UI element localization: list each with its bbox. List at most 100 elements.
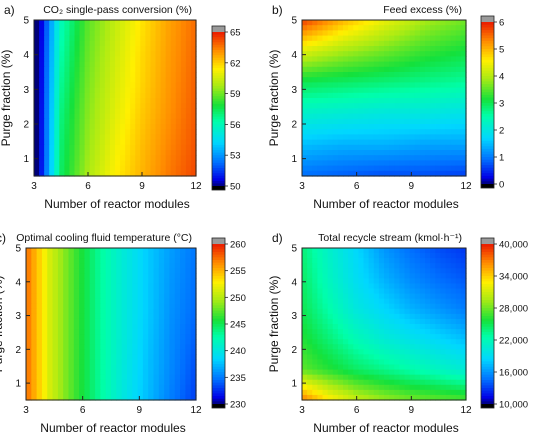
heatmap-cell (120, 40, 126, 47)
heatmap-cell (337, 298, 344, 305)
heatmap-cell (126, 344, 133, 350)
heatmap-cell (430, 324, 436, 330)
heatmap-cell (155, 35, 162, 42)
heatmap-cell (322, 384, 329, 391)
heatmap-cell (73, 389, 80, 396)
heatmap-cell (84, 253, 91, 259)
heatmap-cell (435, 98, 441, 104)
heatmap-cell (164, 364, 171, 371)
heatmap-cell (79, 118, 86, 125)
heatmap-cell (363, 30, 370, 37)
heatmap-cell (142, 318, 149, 325)
heatmap-cell (378, 20, 385, 26)
heatmap-cell (322, 30, 329, 37)
heatmap-cell (450, 263, 457, 269)
heatmap-cell (89, 379, 96, 386)
heatmap-cell (132, 258, 139, 264)
heatmap-cell (348, 113, 354, 120)
heatmap-cell (68, 359, 75, 366)
heatmap-cell (450, 349, 457, 355)
heatmap-cell (445, 394, 452, 401)
heatmap-cell (337, 253, 344, 259)
heatmap-cell (450, 359, 457, 366)
heatmap-cell (312, 268, 318, 274)
colorbar-segment (212, 334, 225, 338)
heatmap-cell (363, 25, 370, 31)
heatmap-cell (84, 303, 91, 310)
heatmap-cell (160, 30, 167, 37)
heatmap-cell (41, 273, 48, 279)
heatmap-cell (358, 30, 365, 37)
heatmap-cell (430, 129, 436, 135)
heatmap-cell (69, 155, 76, 161)
heatmap-cell (121, 263, 128, 269)
heatmap-cell (419, 394, 426, 401)
heatmap-cell (109, 108, 116, 115)
heatmap-cell (190, 263, 197, 269)
heatmap-cell (89, 66, 96, 73)
heatmap-cell (404, 66, 411, 73)
heatmap-cell (343, 113, 349, 120)
heatmap-cell (104, 87, 111, 94)
heatmap-cell (47, 288, 54, 295)
heatmap-cell (69, 30, 76, 37)
heatmap-cell (137, 248, 144, 254)
colorbar-segment (481, 273, 494, 277)
colorbar-segment (212, 257, 225, 261)
heatmap-cell (455, 25, 462, 31)
heatmap-cell (190, 160, 197, 167)
heatmap-cell (327, 77, 334, 83)
colorbar-segment (212, 93, 225, 97)
heatmap-cell (404, 134, 411, 141)
heatmap-cell (414, 134, 421, 141)
heatmap-cell (115, 92, 121, 99)
heatmap-cell (440, 389, 447, 396)
heatmap-cell (302, 25, 308, 31)
heatmap-cell (343, 20, 349, 26)
heatmap-cell (409, 359, 416, 366)
heatmap-cell (378, 394, 385, 401)
heatmap-cell (373, 61, 380, 68)
heatmap-cell (430, 150, 436, 156)
heatmap-cell (84, 359, 91, 366)
heatmap-cell (150, 61, 157, 68)
heatmap-cell (158, 293, 165, 300)
heatmap-cell (460, 72, 467, 78)
heatmap-cell (450, 98, 457, 104)
heatmap-cell (84, 248, 91, 254)
heatmap-cell (125, 170, 131, 177)
heatmap-cell (394, 248, 400, 254)
heatmap-cell (153, 283, 160, 290)
heatmap-cell (425, 303, 431, 310)
heatmap-cell (121, 389, 128, 396)
heatmap-cell (373, 303, 380, 310)
heatmap-cell (54, 124, 60, 130)
heatmap-cell (358, 77, 365, 83)
heatmap-cell (34, 46, 40, 52)
colorbar-segment (212, 265, 225, 269)
heatmap-cell (317, 298, 324, 305)
colorbar-under-cap (481, 404, 494, 408)
heatmap-cell (353, 82, 359, 89)
heatmap-cell (430, 20, 436, 26)
heatmap-cell (39, 56, 45, 63)
heatmap-cell (430, 318, 436, 325)
heatmap-cell (378, 77, 385, 83)
heatmap-cell (455, 334, 462, 340)
heatmap-cell (68, 293, 75, 300)
heatmap-cell (158, 324, 165, 330)
heatmap-cell (404, 108, 411, 115)
heatmap-cell (153, 253, 160, 259)
heatmap-cell (435, 369, 441, 376)
heatmap-cell (378, 263, 385, 269)
heatmap-cell (450, 389, 457, 396)
heatmap-cell (322, 72, 329, 78)
heatmap-cell (384, 283, 390, 290)
heatmap-cell (169, 268, 176, 274)
heatmap-cell (125, 124, 131, 130)
heatmap-cell (332, 334, 339, 340)
heatmap-cell (358, 82, 365, 89)
heatmap-cell (175, 87, 182, 94)
heatmap-cell (302, 61, 308, 68)
heatmap-cell (363, 263, 370, 269)
